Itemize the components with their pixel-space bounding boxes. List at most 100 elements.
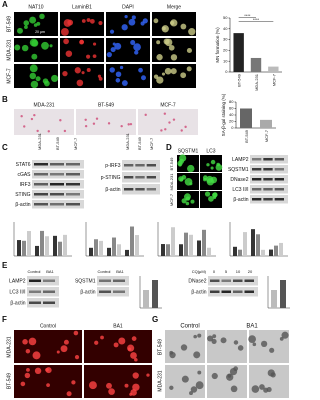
cell (142, 18, 148, 24)
band (233, 290, 243, 293)
lane-label: Control (98, 269, 111, 274)
panel-label: C (2, 143, 8, 152)
micrograph (84, 330, 152, 363)
cell (211, 338, 217, 344)
blot-label: β-actin (80, 289, 95, 295)
column-header: SQSTM1 (178, 148, 199, 154)
band (221, 290, 231, 293)
band (34, 173, 48, 176)
cell (109, 67, 115, 73)
band (34, 163, 48, 166)
column-header: Control (40, 323, 56, 329)
cell (212, 192, 218, 198)
cell (130, 352, 137, 359)
blot-label: β-actin (233, 197, 248, 203)
cell (180, 344, 188, 351)
y-tick-label: 10 (223, 58, 228, 63)
band (146, 188, 156, 191)
cell (259, 384, 265, 390)
blot-label: LAMP2 (9, 278, 26, 284)
cell (193, 351, 201, 359)
cell (131, 336, 137, 342)
row-label: MCF-7 (6, 68, 12, 83)
cell (281, 331, 289, 339)
mini-bar (27, 231, 31, 256)
cell (211, 372, 218, 380)
cell (190, 386, 198, 393)
cell (169, 385, 174, 390)
mini-bar (280, 280, 286, 308)
blot-label: LC3 II/I (232, 187, 248, 193)
cell (160, 129, 163, 132)
mini-bar (58, 241, 62, 256)
mini-bar (117, 244, 121, 256)
mini-bar (202, 229, 206, 256)
blot-label: IRF3 (20, 182, 31, 188)
micrograph (207, 365, 247, 398)
panel-label: G (152, 315, 158, 324)
cell (153, 74, 159, 79)
band (43, 279, 55, 282)
mini-bar (166, 244, 170, 256)
cell (65, 50, 73, 57)
cell (84, 118, 87, 122)
cell (263, 387, 269, 393)
mini-bar (184, 232, 188, 256)
band (252, 158, 262, 161)
mini-bar (45, 236, 49, 256)
cell (20, 115, 23, 118)
cell (74, 355, 80, 360)
mini-bar (189, 234, 193, 256)
cell (22, 339, 28, 345)
cell (26, 368, 30, 372)
panel-label: D (166, 143, 172, 152)
cell (88, 381, 97, 390)
micrograph (76, 109, 136, 135)
cell (185, 196, 191, 201)
cell (248, 335, 256, 344)
row-label: MCF-7 (169, 193, 174, 206)
micrograph (138, 109, 198, 135)
cell (233, 340, 239, 345)
y-tick-label: 20 (229, 119, 234, 124)
lane-label: MDA-231 (125, 132, 130, 150)
x-tick-label: MDA-231 (254, 73, 259, 91)
cell (153, 18, 159, 24)
cell (63, 339, 69, 345)
cell (89, 18, 95, 24)
band (244, 279, 254, 282)
mini-bar (112, 237, 116, 256)
cell (94, 340, 99, 345)
cell (185, 201, 190, 206)
cell (132, 383, 140, 391)
cell (178, 163, 182, 167)
cell (279, 336, 284, 341)
dose: 10 (236, 269, 241, 274)
cell (163, 112, 167, 115)
band (274, 178, 284, 181)
cell (146, 373, 150, 377)
band (66, 163, 80, 166)
column-header: NAT10 (28, 4, 43, 10)
panel-label: A (2, 0, 8, 9)
cell (21, 44, 29, 52)
cell (260, 340, 268, 348)
cell (41, 41, 49, 50)
band (252, 188, 262, 191)
cell (144, 113, 147, 117)
band (263, 168, 273, 171)
cell (67, 19, 74, 26)
cell (17, 27, 23, 34)
mini-bar (143, 290, 149, 308)
mini-bar (63, 234, 67, 256)
cell (169, 351, 176, 359)
mini-bar (271, 290, 277, 308)
blot-label: p-IRF3 (105, 163, 121, 169)
cell (134, 357, 138, 362)
mini-bar (99, 240, 103, 256)
cell (180, 23, 187, 30)
cell (121, 24, 128, 31)
band (135, 164, 145, 167)
blot-label: STING (15, 192, 30, 198)
lane-label: BA1 (116, 269, 124, 274)
